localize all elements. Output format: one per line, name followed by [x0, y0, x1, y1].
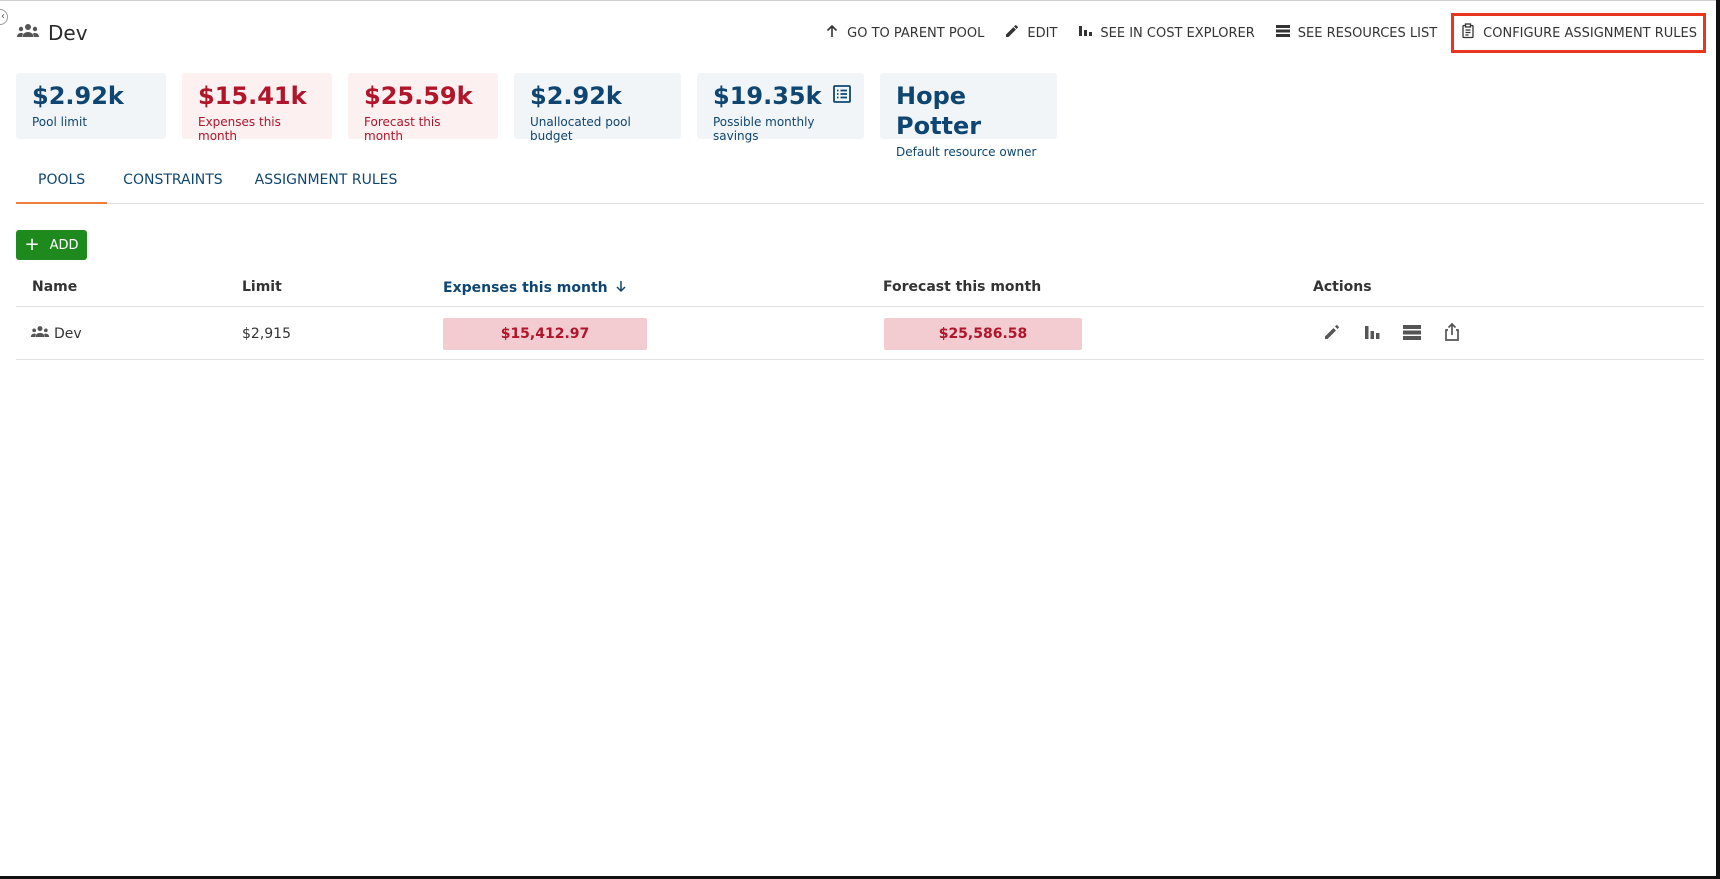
bar-chart-icon[interactable]: [1362, 322, 1382, 346]
possible-savings-label: Possible monthly savings: [713, 115, 815, 143]
group-icon: [30, 322, 50, 346]
pool-expenses-cell: $15,412.97: [443, 307, 647, 360]
plus-icon: +: [24, 234, 40, 255]
unallocated-budget-value: $2.92k: [530, 82, 622, 110]
summary-cards: $2.92k Pool limit $15.41k Expenses this …: [16, 73, 1057, 159]
see-resources-list-button[interactable]: SEE RESOURCES LIST: [1275, 23, 1437, 43]
window-top-border: [0, 0, 1720, 1]
unallocated-budget-label: Unallocated pool budget: [530, 115, 631, 143]
bar-chart-icon: [1077, 23, 1093, 43]
table-row: Dev $2,915 $15,412.97 $25,586.58: [16, 307, 1704, 360]
forecast-label: Forecast this month: [364, 115, 441, 143]
column-header-expenses[interactable]: Expenses this month: [443, 279, 628, 297]
expenses-label: Expenses this month: [198, 115, 281, 143]
tabs: POOLS CONSTRAINTS ASSIGNMENT RULES: [16, 164, 1704, 204]
pool-forecast-badge: $25,586.58: [884, 317, 1082, 350]
pool-name-cell[interactable]: Dev: [30, 307, 82, 360]
default-owner-value: Hope Potter: [896, 82, 982, 140]
page-title-text: Dev: [48, 21, 88, 45]
header-actions: GO TO PARENT POOL EDIT SEE IN COST EXPLO…: [804, 13, 1706, 53]
possible-savings-value: $19.35k: [713, 82, 822, 110]
pools-table: Name Limit Expenses this month Forecast …: [16, 276, 1704, 360]
page-title: Dev: [16, 19, 88, 48]
group-icon: [16, 19, 40, 48]
pool-forecast-cell: $25,586.58: [884, 307, 1082, 360]
clipboard-icon: [1460, 23, 1476, 43]
forecast-card: $25.59k Forecast this month: [348, 73, 498, 143]
pool-expenses-badge: $15,412.97: [443, 317, 647, 350]
page-header: Dev GO TO PARENT POOL EDIT SEE IN COST E…: [16, 13, 1706, 53]
pool-limit-value: $2.92k: [32, 82, 124, 110]
share-icon[interactable]: [1442, 322, 1462, 346]
list-icon: [1275, 23, 1291, 43]
edit-button[interactable]: EDIT: [1004, 23, 1057, 43]
pool-limit-card: $2.92k Pool limit: [16, 73, 166, 139]
tab-constraints[interactable]: CONSTRAINTS: [123, 172, 223, 188]
sidebar-collapse-handle[interactable]: ‹: [0, 9, 8, 25]
pool-limit-label: Pool limit: [32, 115, 88, 129]
column-header-limit[interactable]: Limit: [242, 279, 282, 295]
edit-pencil-icon[interactable]: [1322, 322, 1342, 346]
see-in-cost-explorer-button[interactable]: SEE IN COST EXPLORER: [1077, 23, 1255, 43]
possible-savings-value-row: $19.35k: [713, 81, 851, 111]
list-icon[interactable]: [1402, 322, 1422, 346]
add-pool-button[interactable]: + ADD: [16, 230, 87, 260]
pencil-icon: [1004, 23, 1020, 43]
unallocated-budget-card: $2.92k Unallocated pool budget: [514, 73, 681, 143]
edit-label: EDIT: [1027, 25, 1058, 41]
recommendations-list-icon[interactable]: [832, 81, 852, 111]
column-header-expenses-label: Expenses this month: [443, 280, 608, 296]
pool-limit-cell: $2,915: [242, 325, 291, 342]
arrow-down-sort-icon: [614, 279, 628, 297]
table-header: Name Limit Expenses this month Forecast …: [16, 276, 1704, 307]
default-owner-label: Default resource owner: [896, 145, 1037, 159]
row-actions: [1322, 307, 1462, 360]
window-right-border: [1716, 0, 1720, 879]
tab-assignment-rules[interactable]: ASSIGNMENT RULES: [254, 172, 398, 188]
default-owner-card: Hope Potter Default resource owner: [880, 73, 1057, 159]
add-pool-label: ADD: [49, 237, 79, 253]
column-header-name[interactable]: Name: [32, 279, 78, 295]
go-to-parent-pool-button[interactable]: GO TO PARENT POOL: [824, 23, 984, 43]
see-resources-list-label: SEE RESOURCES LIST: [1297, 25, 1438, 41]
tab-pools[interactable]: POOLS: [16, 164, 108, 204]
column-header-actions: Actions: [1313, 279, 1372, 295]
column-header-forecast[interactable]: Forecast this month: [883, 279, 1042, 295]
go-to-parent-pool-label: GO TO PARENT POOL: [847, 25, 985, 41]
expenses-card: $15.41k Expenses this month: [182, 73, 332, 143]
window-bottom-border: [0, 876, 1720, 879]
forecast-value: $25.59k: [364, 82, 473, 110]
arrow-up-icon: [824, 23, 840, 43]
configure-assignment-rules-button[interactable]: CONFIGURE ASSIGNMENT RULES: [1451, 13, 1706, 53]
expenses-value: $15.41k: [198, 82, 307, 110]
possible-savings-card[interactable]: $19.35k Possible monthly savings: [697, 73, 864, 143]
configure-assignment-rules-label: CONFIGURE ASSIGNMENT RULES: [1483, 25, 1697, 41]
pool-name-text: Dev: [54, 325, 82, 342]
see-in-cost-explorer-label: SEE IN COST EXPLORER: [1100, 25, 1255, 41]
